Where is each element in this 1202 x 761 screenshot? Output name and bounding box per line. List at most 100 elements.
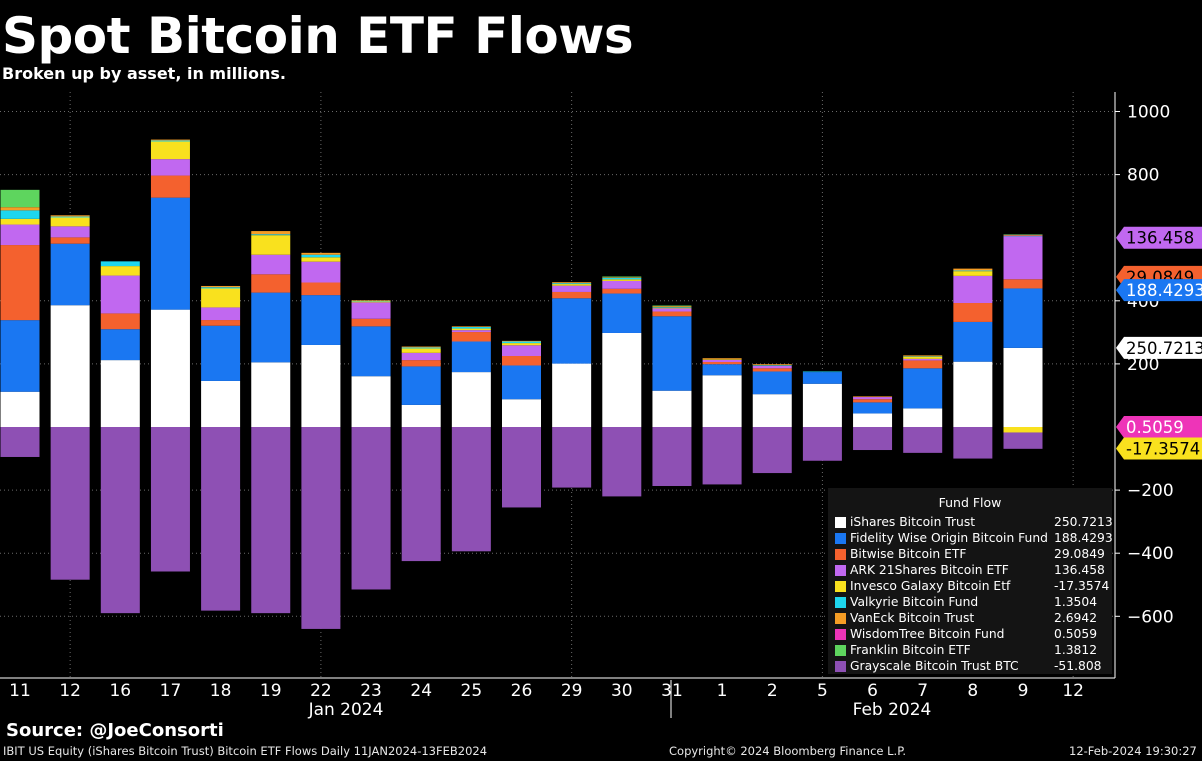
bar-segment <box>401 347 441 349</box>
bar-segment <box>1003 234 1043 236</box>
legend-series-value: -51.808 <box>1054 659 1102 673</box>
bar-segment <box>552 298 592 364</box>
bar-segment <box>602 280 642 289</box>
legend-series-name: Invesco Galaxy Bitcoin Etf <box>850 579 1011 593</box>
bar-segment <box>0 210 40 219</box>
bar-segment <box>0 391 40 427</box>
legend-series-name: Valkyrie Bitcoin Fund <box>850 595 979 609</box>
bar-segment <box>953 321 993 362</box>
bar-segment <box>351 302 391 319</box>
bar-segment <box>201 320 241 326</box>
bar-segment <box>953 275 993 304</box>
bar-segment <box>903 358 943 361</box>
bar-segment <box>502 341 541 344</box>
legend-entry: ARK 21Shares Bitcoin ETF 136.458 <box>828 562 1112 578</box>
value-label-text: 188.4293 <box>1126 281 1202 300</box>
y-tick-label: 200 <box>1127 355 1159 375</box>
bar-segment <box>201 307 241 321</box>
legend-series-value: 250.7213 <box>1054 515 1113 529</box>
bar-segment <box>351 376 391 427</box>
legend-entry: Franklin Bitcoin ETF 1.3812 <box>828 642 1112 658</box>
bar-segment <box>853 397 893 400</box>
bar-segment <box>752 368 792 372</box>
bar-segment <box>451 372 491 427</box>
legend-entry: iShares Bitcoin Trust 250.7213 <box>828 514 1113 530</box>
bar-segment <box>201 288 241 308</box>
x-tick-label: 29 <box>561 681 583 701</box>
bar-segment <box>401 360 441 367</box>
x-tick-label: 12 <box>1062 681 1084 701</box>
bar-segment <box>251 274 291 293</box>
bar-segment <box>150 139 190 141</box>
bar-segment <box>50 226 90 238</box>
bar-segment <box>251 427 291 614</box>
bar-segment <box>301 261 341 283</box>
bar-segment <box>953 303 993 322</box>
value-label-text: 136.458 <box>1126 229 1194 248</box>
bar-segment <box>652 306 692 308</box>
bar-segment <box>50 237 90 244</box>
bar-segment <box>251 235 291 255</box>
bar-segment <box>0 207 40 211</box>
legend-series-value: 2.6942 <box>1054 611 1098 625</box>
bar-segment <box>1003 347 1043 427</box>
legend-entry: Valkyrie Bitcoin Fund 1.3504 <box>828 594 1112 610</box>
bar-segment <box>853 413 893 427</box>
x-tick-label: 31 <box>661 681 683 701</box>
month-label: Feb 2024 <box>853 700 932 720</box>
legend-series-value: 1.3812 <box>1054 643 1098 657</box>
bar-segment <box>251 231 291 235</box>
bar-segment <box>150 309 190 427</box>
bar-segment <box>150 140 190 142</box>
y-tick-label: −400 <box>1127 544 1174 564</box>
bar-segment <box>602 277 642 280</box>
bar-segment <box>50 243 90 306</box>
bar-segment <box>853 396 893 398</box>
bar-segment <box>903 355 943 357</box>
bar-segment <box>251 234 291 236</box>
right-axis-value-label: -17.3574 <box>1116 437 1202 460</box>
bar-segment <box>1003 288 1043 348</box>
bar-segment <box>502 356 541 366</box>
bar-segment <box>602 427 642 497</box>
bar-segment <box>150 159 190 176</box>
bar-segment <box>702 359 742 363</box>
bar-segment <box>451 326 491 329</box>
bar-segment <box>702 362 742 365</box>
bar-segment <box>1003 279 1043 289</box>
bar-segment <box>301 254 341 258</box>
legend-entry: Invesco Galaxy Bitcoin Etf -17.3574 <box>828 578 1112 594</box>
bar-segment <box>1003 234 1043 236</box>
bar-segment <box>752 365 792 369</box>
legend-swatch <box>835 565 846 576</box>
bar-segment <box>953 271 993 276</box>
bar-segment <box>502 427 541 508</box>
bar-segment <box>552 282 592 284</box>
bar-segment <box>853 402 893 414</box>
bar-segment <box>0 189 40 208</box>
bar-segment <box>903 356 943 357</box>
legend-series-name: ARK 21Shares Bitcoin ETF <box>850 563 1009 577</box>
bar-segment <box>50 217 90 227</box>
bar-segment <box>301 295 341 345</box>
bar-segment <box>552 291 592 299</box>
x-tick-label: 17 <box>160 681 182 701</box>
x-tick-label: 5 <box>817 681 828 701</box>
bar-segment <box>552 283 592 285</box>
legend-series-value: 188.4293 <box>1054 531 1113 545</box>
bar-segment <box>1003 236 1043 280</box>
bar-segment <box>802 427 842 461</box>
legend-entry: VanEck Bitcoin Trust 2.6942 <box>828 610 1112 626</box>
bar-segment <box>953 361 993 427</box>
x-tick-label: 24 <box>410 681 432 701</box>
bar-segment <box>552 363 592 427</box>
bar-segment <box>301 427 341 629</box>
bar-segment <box>0 218 40 225</box>
bar-segment <box>602 332 642 427</box>
bar-segment <box>802 383 842 427</box>
legend-series-name: iShares Bitcoin Trust <box>850 515 976 529</box>
x-tick-label: 7 <box>917 681 928 701</box>
bar-segment <box>451 427 491 552</box>
legend-series-name: Fidelity Wise Origin Bitcoin Fund <box>850 531 1048 545</box>
x-tick-label: 23 <box>360 681 382 701</box>
